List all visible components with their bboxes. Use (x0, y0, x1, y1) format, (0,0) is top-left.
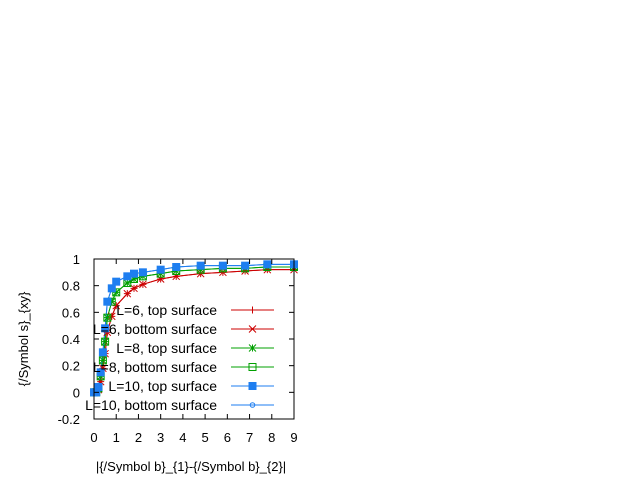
legend-label: L=8, bottom surface (93, 359, 217, 375)
data-point-4-17 (263, 260, 272, 269)
y-tick-label: 0 (73, 385, 80, 400)
data-point-2-7 (107, 297, 116, 306)
data-point-3-4 (98, 356, 107, 365)
data-point-1-9 (123, 289, 132, 298)
x-tick-label: 5 (201, 430, 208, 445)
data-point-4-2 (94, 383, 103, 391)
data-point-5-12 (157, 266, 164, 273)
y-tick-label: -0.2 (58, 412, 80, 427)
legend-label: L=10, top surface (108, 378, 217, 394)
data-point-4-8 (112, 277, 121, 286)
x-tick-label: 0 (90, 430, 97, 445)
data-point-4-15 (218, 261, 227, 270)
legend-swatch-marker (249, 306, 256, 314)
legend-label: L=6, top surface (116, 302, 217, 318)
x-tick-label: 3 (157, 430, 164, 445)
data-point-5-11 (140, 269, 146, 276)
legend-swatch-marker (248, 363, 257, 371)
data-point-2-8 (112, 288, 121, 297)
data-point-2-14 (196, 265, 205, 274)
data-point-4-14 (196, 261, 205, 270)
data-point-5-5 (102, 325, 108, 332)
legend-label: L=6, bottom surface (93, 321, 217, 337)
legend-swatch-marker (248, 382, 257, 390)
data-point-5-3 (97, 369, 104, 376)
legend: L=6, top surface L=6, bottom surface L=8, … (85, 302, 274, 413)
data-point-3-6 (103, 313, 112, 322)
x-tick-label: 2 (135, 430, 142, 445)
x-tick-label: 7 (246, 430, 253, 445)
data-point-2-10 (130, 275, 138, 283)
y-tick-label: 0.2 (62, 359, 80, 374)
y-tick-label: 0.8 (62, 279, 80, 294)
y-tick-label: 1 (73, 252, 80, 267)
data-point-5-4 (100, 349, 106, 356)
data-point-5-7 (108, 285, 115, 292)
data-point-4-16 (241, 261, 250, 270)
data-point-2-5 (101, 337, 109, 346)
data-point-4-10 (130, 269, 138, 278)
data-point-5-8 (113, 278, 120, 285)
x-tick-label: 9 (290, 430, 297, 445)
data-point-5-13 (173, 264, 180, 270)
data-point-5-17 (264, 261, 271, 268)
data-point-4-12 (156, 265, 165, 274)
data-point-4-7 (107, 284, 116, 293)
x-tick-label: 4 (179, 430, 186, 445)
data-point-5-6 (104, 298, 111, 305)
data-point-2-6 (103, 313, 112, 322)
y-axis-label: {/Symbol s}_{xy} (16, 291, 31, 386)
x-axis-label: |{/Symbol b}_{1}-{/Symbol b}_{2}| (96, 459, 286, 474)
data-point-5-15 (220, 262, 226, 269)
data-point-2-4 (99, 356, 107, 365)
y-tick-label: 0.4 (62, 332, 80, 347)
data-point-5-16 (242, 262, 248, 269)
y-tick-label: 0.6 (62, 305, 80, 320)
x-tick-label: 6 (224, 430, 231, 445)
data-point-2-9 (123, 279, 132, 287)
data-point-4-6 (103, 297, 112, 306)
axes: 0 1 2 3 4 5 6 7 8 9-0.200.20.40.60.81 (58, 252, 298, 445)
data-point-4-4 (98, 348, 107, 357)
data-point-1-10 (130, 284, 138, 293)
data-point-5-2 (95, 384, 102, 390)
x-tick-label: 1 (113, 430, 120, 445)
data-point-4-11 (138, 268, 147, 277)
data-point-5-9 (124, 273, 131, 280)
series-markers (90, 260, 298, 397)
legend-swatch-marker (248, 344, 257, 352)
data-point-2-12 (156, 269, 165, 278)
data-point-1-11 (139, 280, 147, 289)
data-point-4-3 (96, 368, 105, 377)
legend-label: L=10, bottom surface (85, 397, 217, 413)
x-tick-label: 8 (268, 430, 275, 445)
legend-swatch-marker (248, 325, 257, 333)
data-point-4-13 (172, 263, 181, 271)
data-point-3-5 (101, 337, 110, 346)
legend-label: L=8, top surface (116, 340, 217, 356)
data-point-4-5 (101, 324, 110, 333)
legend-swatch-marker (249, 402, 256, 408)
data-point-5-10 (131, 270, 137, 277)
data-point-5-14 (197, 262, 204, 269)
